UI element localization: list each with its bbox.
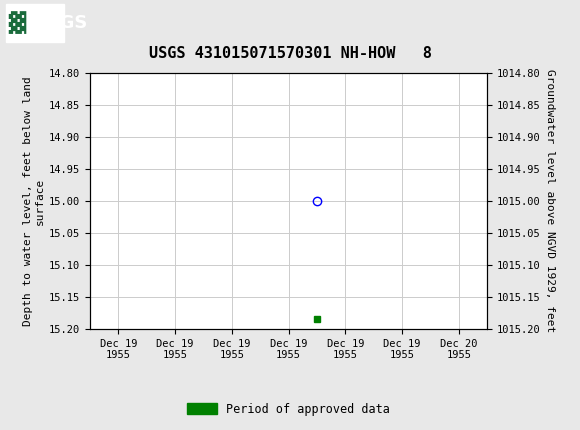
Text: ▓: ▓ <box>9 11 26 34</box>
FancyBboxPatch shape <box>6 3 64 42</box>
Y-axis label: Depth to water level, feet below land
surface: Depth to water level, feet below land su… <box>23 76 45 326</box>
Y-axis label: Groundwater level above NGVD 1929, feet: Groundwater level above NGVD 1929, feet <box>545 69 555 333</box>
Text: USGS 431015071570301 NH-HOW   8: USGS 431015071570301 NH-HOW 8 <box>148 46 432 61</box>
Text: USGS: USGS <box>32 14 87 31</box>
Legend: Period of approved data: Period of approved data <box>183 398 394 420</box>
